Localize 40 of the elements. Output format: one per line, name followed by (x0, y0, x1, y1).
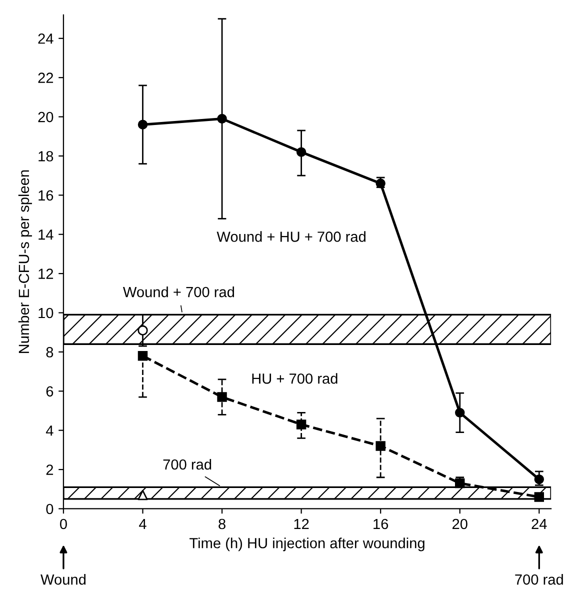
x-tick-label: 4 (139, 518, 146, 530)
y-tick-label: 24 (38, 33, 54, 44)
point (217, 392, 227, 402)
y-tick-label: 22 (38, 72, 54, 83)
x-axis-title: Time (h) HU injection after wounding (190, 538, 424, 552)
y-tick-label: 10 (38, 308, 54, 318)
x-tick-label: 12 (294, 518, 309, 530)
x-tick-label: 8 (218, 518, 226, 530)
text: Wound + HU + 700 rad (216, 231, 366, 242)
point (138, 120, 148, 130)
y-tick-label: 12 (38, 268, 54, 279)
band-label: 700 rad (163, 458, 212, 470)
y-tick-label: 0 (46, 504, 54, 514)
y-tick-label: 8 (46, 347, 54, 358)
y-tick-label: 20 (38, 112, 54, 122)
y-tick-label: 6 (46, 386, 54, 397)
point (296, 420, 306, 430)
y-tick-label: 16 (38, 190, 54, 201)
point (376, 441, 386, 451)
text: Wound (40, 574, 86, 585)
y-tick-label: 14 (38, 230, 54, 240)
text: 700 rad (515, 574, 563, 585)
point (217, 114, 227, 124)
y-tick-label: 4 (46, 426, 54, 436)
point (138, 351, 148, 361)
x-tick-label: 0 (60, 518, 67, 530)
y-tick-label: 18 (38, 151, 54, 162)
x-tick-label: 20 (452, 518, 468, 530)
band-label: Wound + 700 rad (122, 286, 234, 298)
y-tick-label: 2 (46, 464, 54, 475)
x-tick-label: 24 (532, 518, 547, 530)
series-label: HU + 700 rad (252, 373, 338, 384)
point (138, 490, 148, 500)
y-axis-title: Number E-CFU-s per spleen (18, 170, 32, 353)
point (534, 474, 544, 484)
point (455, 408, 465, 418)
x-tick-label: 16 (374, 518, 388, 530)
point (534, 492, 544, 502)
point (296, 147, 306, 157)
point (138, 325, 148, 336)
